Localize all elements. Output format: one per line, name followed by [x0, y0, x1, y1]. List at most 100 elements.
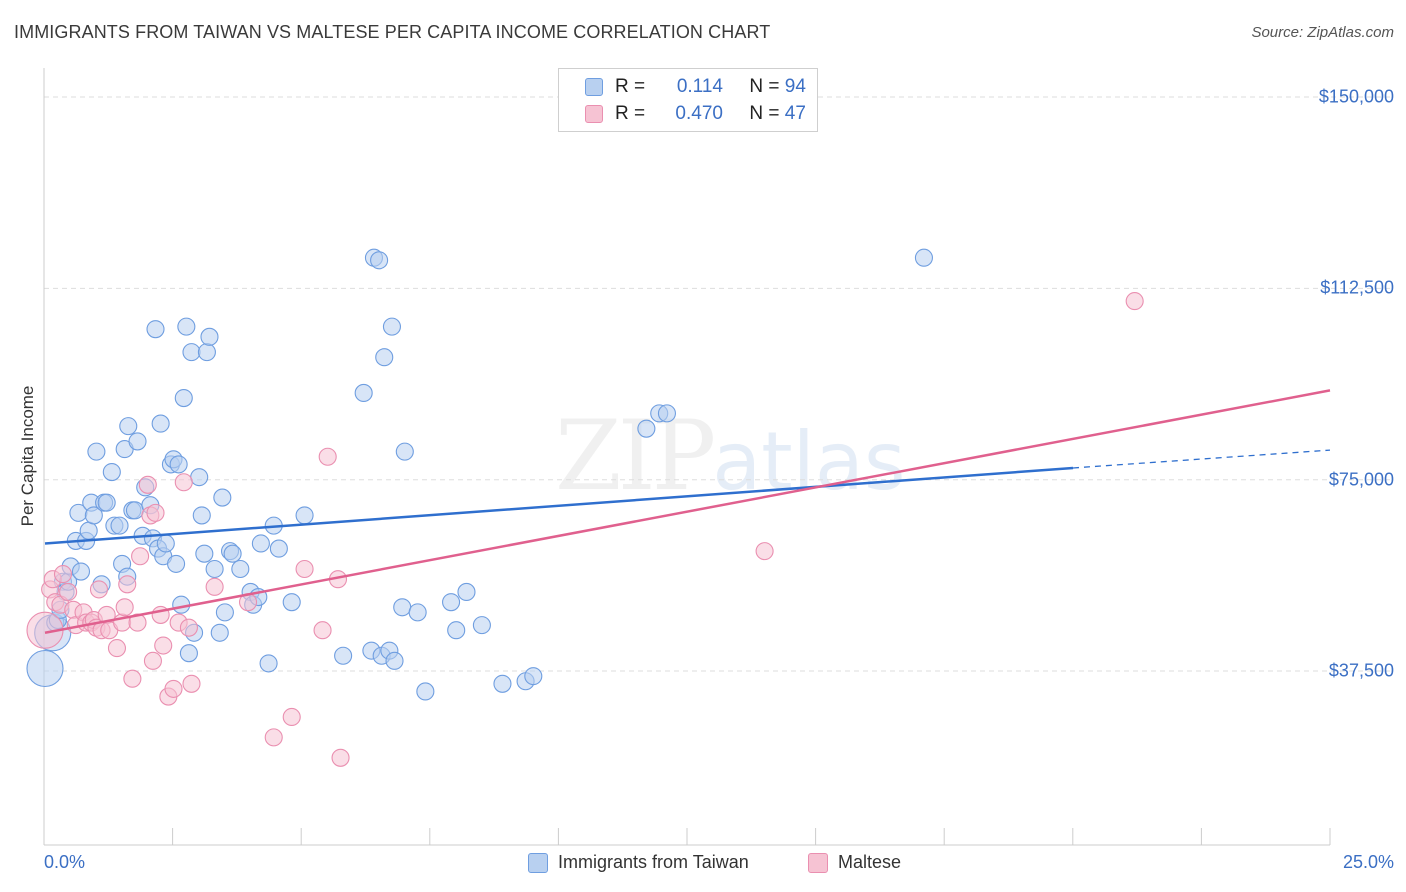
point-maltese-28 [146, 503, 165, 522]
point-taiwan-41 [167, 554, 186, 573]
legend-maltese-r-label: R = [615, 103, 646, 124]
point-taiwan-52 [197, 343, 216, 362]
y-tick-label-0: $37,500 [1328, 660, 1394, 681]
source-label: Source: ZipAtlas.com [1251, 24, 1394, 41]
point-taiwan-69 [295, 506, 314, 525]
point-taiwan-51 [195, 544, 214, 563]
point-maltese-37 [205, 577, 224, 596]
point-maltese-25 [138, 475, 157, 494]
x-tick-min: 0.0% [44, 852, 86, 872]
point-taiwan-86 [457, 582, 476, 602]
point-taiwan-36 [151, 414, 170, 433]
point-taiwan-57 [215, 603, 234, 622]
series-legend-maltese[interactable]: Maltese [808, 852, 901, 873]
point-maltese-14 [89, 580, 109, 599]
point-taiwan-93 [657, 404, 676, 423]
point-maltese-30 [154, 636, 173, 655]
y-tick-label-1: $75,000 [1328, 469, 1394, 490]
point-maltese-5 [53, 565, 73, 584]
legend-swatch-maltese [585, 105, 603, 123]
x-tick-max: 25.0% [1342, 852, 1394, 872]
point-taiwan-88 [493, 674, 512, 693]
point-maltese-35 [179, 618, 198, 637]
trendline-taiwan [44, 466, 1074, 545]
point-taiwan-15 [84, 506, 103, 525]
point-taiwan-59 [223, 544, 242, 563]
point-taiwan-81 [395, 442, 414, 461]
point-maltese-42 [313, 621, 332, 640]
y-tick-label-2: $112,500 [1320, 277, 1394, 298]
point-taiwan-22 [110, 516, 129, 535]
legend-taiwan-r-value: 0.114 [676, 76, 723, 97]
point-maltese-45 [331, 748, 350, 767]
point-taiwan-55 [210, 623, 229, 642]
point-taiwan-80 [393, 598, 412, 617]
series-legend-taiwan[interactable]: Immigrants from Taiwan [528, 852, 749, 873]
point-taiwan-79 [385, 651, 404, 670]
legend-maltese-n-value: 47 [784, 103, 806, 124]
point-taiwan-60 [231, 559, 250, 579]
point-maltese-41 [295, 559, 314, 579]
point-taiwan-90 [524, 667, 543, 686]
legend-row-taiwan: R = 0.114 N = 94 [585, 76, 806, 98]
point-maltese-39 [264, 728, 283, 747]
point-maltese-36 [182, 674, 201, 693]
point-taiwan-78 [382, 317, 402, 336]
point-maltese-32 [164, 679, 183, 698]
point-taiwan-46 [179, 644, 198, 663]
point-taiwan-0 [26, 649, 64, 688]
point-taiwan-67 [269, 539, 288, 558]
legend-taiwan-n-label: N = [749, 76, 780, 97]
chart-title: IMMIGRANTS FROM TAIWAN VS MALTESE PER CA… [14, 22, 771, 42]
point-taiwan-94 [914, 248, 933, 267]
legend-swatch-taiwan [585, 78, 603, 96]
point-taiwan-47 [182, 343, 201, 362]
legend-taiwan-n-value: 94 [784, 76, 806, 97]
point-taiwan-50 [192, 506, 211, 525]
point-taiwan-87 [472, 616, 491, 635]
point-taiwan-82 [408, 603, 427, 622]
point-taiwan-83 [416, 682, 435, 701]
legend-taiwan-r-label: R = [615, 76, 646, 97]
point-taiwan-91 [637, 419, 656, 438]
point-maltese-22 [123, 669, 142, 688]
point-taiwan-34 [146, 320, 165, 339]
trendline-taiwan-extension [1072, 449, 1331, 469]
point-taiwan-71 [354, 383, 373, 403]
trendline-maltese [44, 389, 1331, 635]
point-maltese-20 [115, 598, 134, 617]
series-swatch-taiwan [528, 852, 548, 873]
y-tick-label-3: $150,000 [1318, 86, 1394, 107]
point-taiwan-29 [128, 432, 147, 451]
point-maltese-34 [174, 473, 193, 492]
series-label-maltese: Maltese [838, 852, 902, 872]
legend-maltese-r-value: 0.470 [675, 103, 723, 124]
point-taiwan-84 [442, 593, 461, 612]
point-taiwan-26 [119, 417, 138, 436]
point-taiwan-70 [334, 646, 353, 665]
point-maltese-47 [1125, 292, 1144, 311]
point-taiwan-56 [213, 488, 232, 507]
point-taiwan-54 [205, 559, 224, 579]
point-taiwan-13 [79, 521, 98, 540]
point-taiwan-65 [259, 654, 278, 673]
point-maltese-21 [118, 575, 137, 594]
point-taiwan-19 [97, 493, 116, 512]
point-maltese-40 [282, 707, 301, 727]
legend-maltese-n-label: N = [749, 103, 780, 124]
point-taiwan-68 [282, 593, 301, 612]
point-taiwan-49 [190, 468, 209, 487]
point-taiwan-76 [375, 348, 394, 367]
point-taiwan-44 [174, 389, 193, 408]
point-taiwan-45 [177, 317, 196, 336]
point-taiwan-28 [125, 501, 144, 520]
point-maltese-46 [755, 542, 774, 561]
y-axis-label: Per Capita Income [18, 385, 37, 527]
point-taiwan-16 [87, 442, 106, 461]
point-taiwan-11 [71, 562, 91, 581]
point-maltese-24 [131, 547, 150, 566]
series-label-taiwan: Immigrants from Taiwan [558, 852, 749, 872]
point-taiwan-53 [200, 327, 219, 346]
point-taiwan-42 [169, 455, 188, 474]
